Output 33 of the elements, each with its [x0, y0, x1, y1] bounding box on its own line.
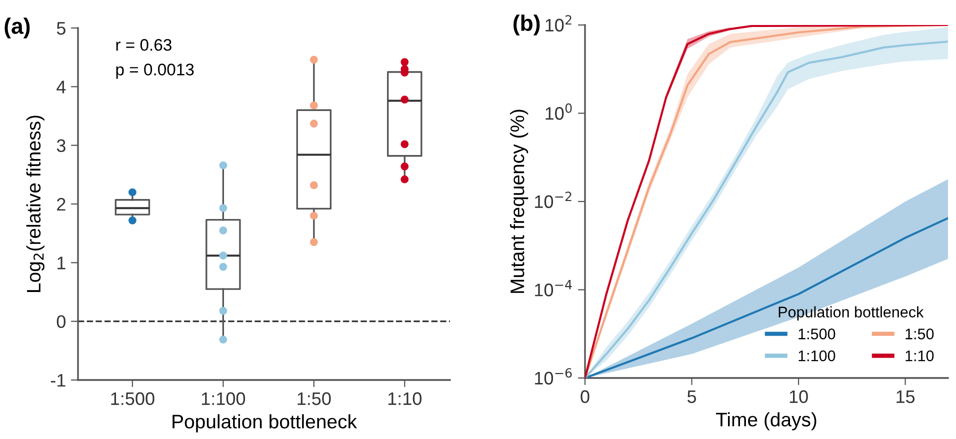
x-tick-label: 15 [896, 390, 915, 404]
y-tick-label: 10$^{0}$ [546, 103, 572, 120]
x-axis-title: Time (days) [716, 412, 816, 430]
legend-label: 1:10 [906, 350, 934, 362]
y-tick-label: 10$^{−2}$ [535, 192, 572, 208]
x-tick-label: 1:50 [298, 392, 331, 406]
y-tick-label: 3 [56, 139, 66, 152]
chart-title: (a) [4, 18, 30, 38]
annotation: p = 0.0013 [116, 64, 194, 79]
y-axis-title: Log$_{2}$(relative fitness) [26, 116, 44, 292]
y-axis-title: Mutant frequency (%) [510, 110, 528, 293]
legend-label: 1:500 [798, 328, 836, 340]
x-axis-title: Population bottleneck [172, 414, 357, 432]
x-tick-label: 1:10 [388, 392, 422, 406]
y-tick-label: 2 [57, 198, 66, 211]
legend-title: Population bottleneck [778, 306, 924, 320]
y-tick-label: 1 [58, 256, 66, 270]
y-tick-label: 10$^{2}$ [546, 15, 572, 32]
legend-label: 1:50 [906, 328, 934, 340]
legend-label: 1:100 [798, 350, 836, 362]
y-tick-label: 5 [56, 22, 66, 35]
y-tick-label: 10$^{−6}$ [535, 368, 572, 385]
x-tick-label: 10 [790, 390, 808, 404]
annotation: r = 0.63 [116, 39, 172, 51]
y-tick-label: 4 [56, 80, 66, 94]
y-tick-label: 0 [56, 315, 66, 328]
y-tick-label: 10$^{−4}$ [535, 280, 572, 296]
chart-title: (b) [514, 14, 540, 36]
x-tick-label: 1:500 [111, 392, 154, 406]
x-tick-label: 5 [687, 390, 696, 404]
x-tick-label: 0 [580, 390, 590, 404]
x-tick-label: 1:100 [202, 392, 246, 406]
y-tick-label: -1 [50, 374, 66, 387]
